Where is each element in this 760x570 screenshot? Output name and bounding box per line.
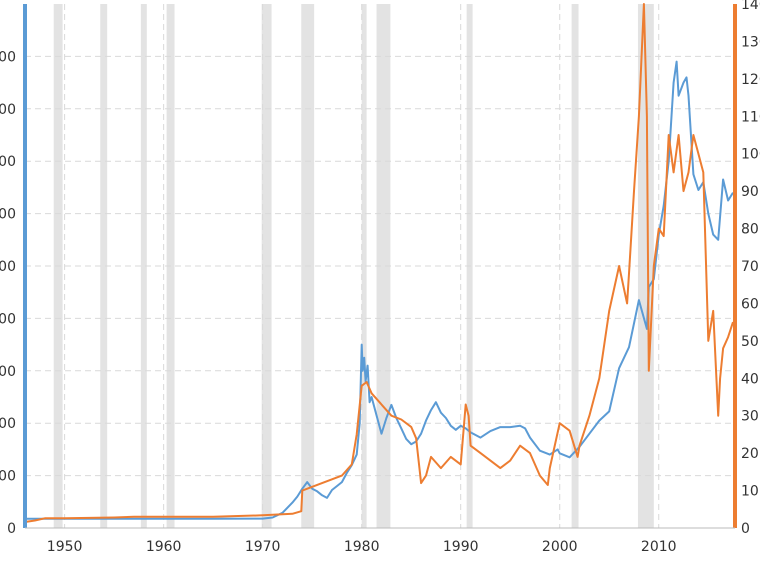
left-tick-label: 00 <box>0 469 16 485</box>
left-tick-label: 00 <box>0 416 16 432</box>
left-tick-label: 00 <box>0 207 16 223</box>
right-tick-label: 10 <box>741 484 759 500</box>
x-tick-label: 1990 <box>443 539 479 555</box>
x-tick-label: 2000 <box>542 539 578 555</box>
left-tick-label: 00 <box>0 311 16 327</box>
left-tick-label: 00 <box>0 154 16 170</box>
left-tick-label: 00 <box>0 49 16 65</box>
right-tick-label: 30 <box>741 409 759 425</box>
right-tick-label: 70 <box>741 259 759 275</box>
right-tick-label: 90 <box>741 184 759 200</box>
right-tick-label: 20 <box>741 446 759 462</box>
left-tick-label: 00 <box>0 259 16 275</box>
left-tick-label: 00 <box>0 102 16 118</box>
right-tick-label: 60 <box>741 296 759 312</box>
right-tick-label: 40 <box>741 371 759 387</box>
right-tick-label: 50 <box>741 334 759 350</box>
right-tick-label: 110 <box>741 109 760 125</box>
x-tick-label: 1980 <box>344 539 380 555</box>
right-tick-label: 140 <box>741 0 760 13</box>
left-tick-label: 0 <box>7 521 16 537</box>
right-tick-label: 100 <box>741 147 760 163</box>
x-tick-label: 1950 <box>47 539 83 555</box>
right-tick-label: 80 <box>741 222 759 238</box>
x-tick-label: 1960 <box>146 539 182 555</box>
gridlines <box>25 4 735 528</box>
tick-labels: 1950 1960 1970 1980 1990 2000 2010000000000000… <box>0 0 760 555</box>
right-tick-label: 0 <box>741 521 750 537</box>
left-tick-label: 00 <box>0 364 16 380</box>
right-tick-label: 120 <box>741 72 760 88</box>
x-tick-label: 1970 <box>245 539 281 555</box>
recession-band <box>100 4 108 528</box>
recession-band <box>361 4 367 528</box>
right-tick-label: 130 <box>741 34 760 50</box>
series-lines <box>24 3 734 523</box>
axes <box>23 4 737 529</box>
recession-band <box>376 4 391 528</box>
x-tick-label: 2010 <box>641 539 677 555</box>
recession-band <box>140 4 147 528</box>
oil-price-line <box>24 3 734 523</box>
